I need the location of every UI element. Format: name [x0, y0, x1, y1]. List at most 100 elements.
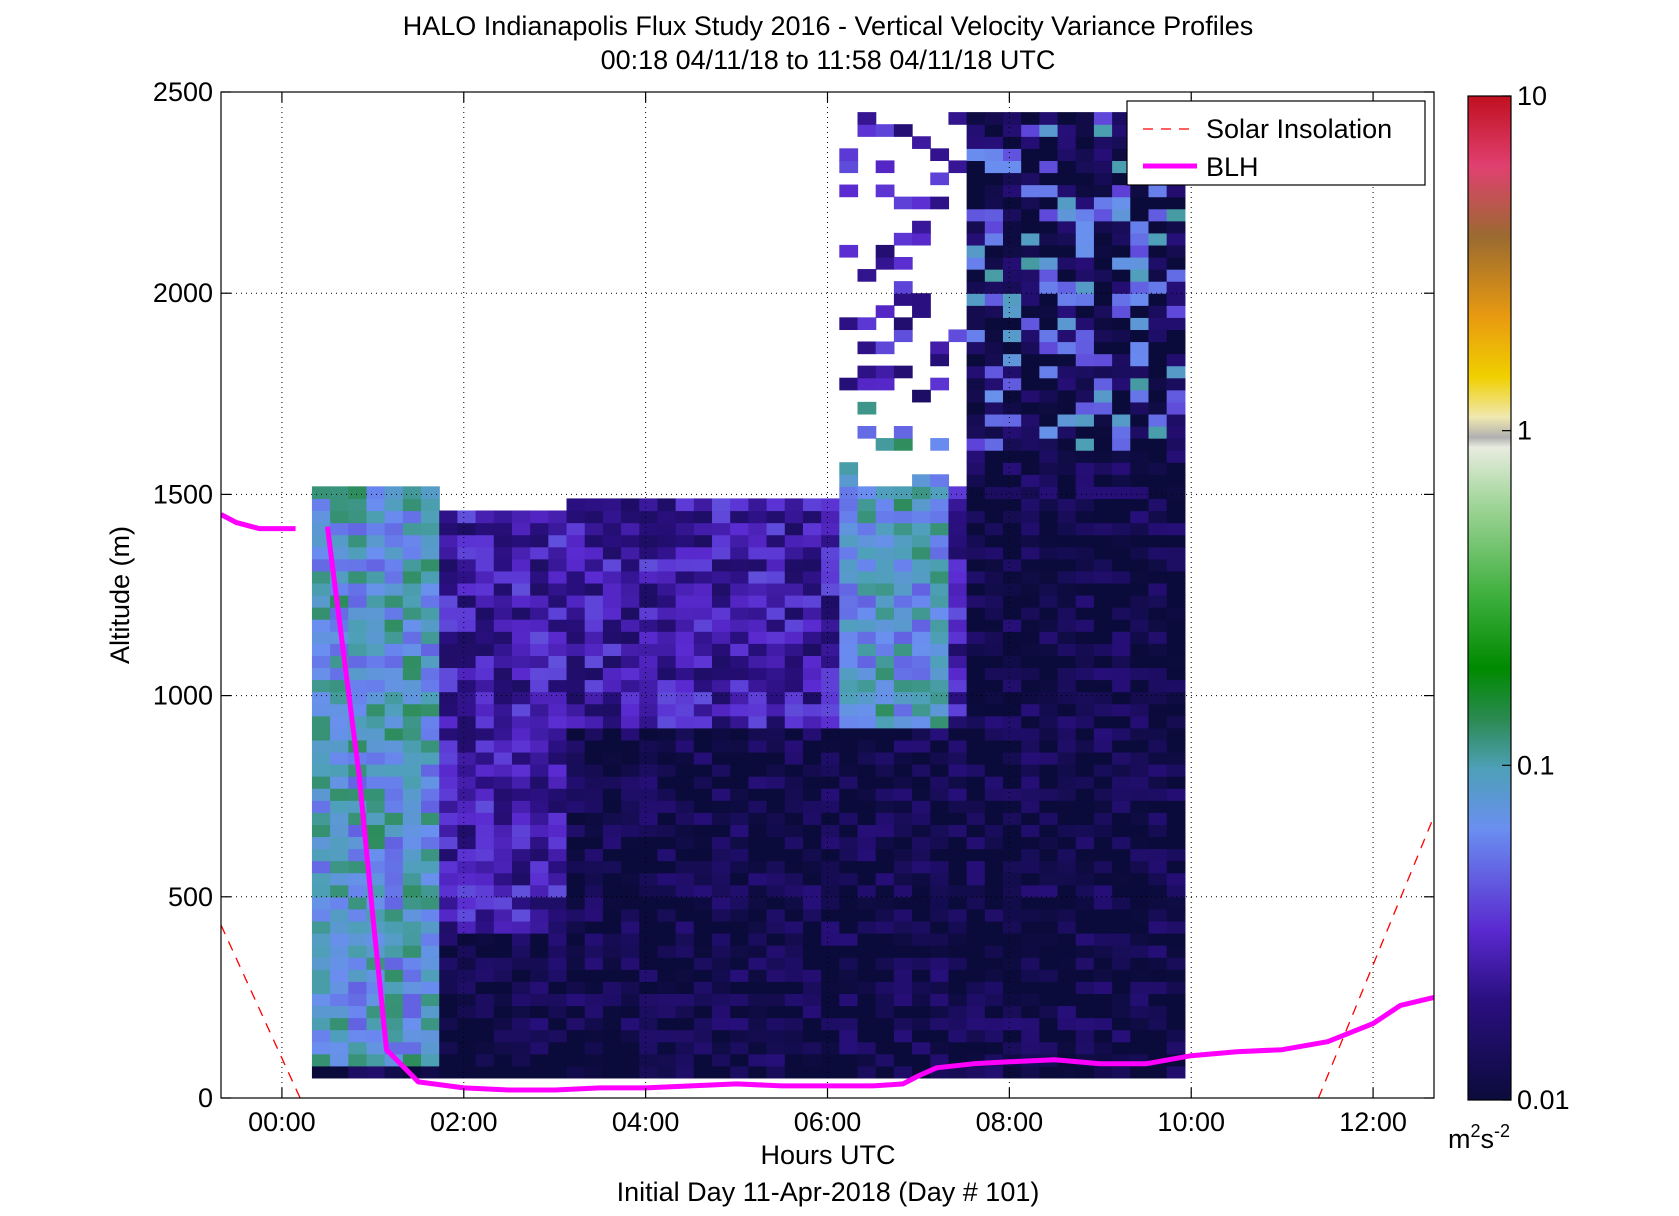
heatmap-cell: [1021, 389, 1040, 403]
heatmap-cell: [875, 546, 895, 560]
heatmap-cell: [475, 981, 495, 994]
heatmap-cell: [821, 908, 840, 922]
heatmap-cell: [984, 836, 1004, 850]
heatmap-cell: [1002, 293, 1022, 306]
heatmap-cell: [875, 498, 895, 512]
heatmap-cell: [948, 534, 968, 548]
heatmap-cell: [1057, 969, 1077, 982]
heatmap-cell: [1075, 389, 1095, 403]
heatmap-cell: [1075, 136, 1095, 149]
heatmap-cell: [1148, 1017, 1168, 1031]
heatmap-cell: [457, 510, 477, 524]
heatmap-cell: [1039, 788, 1059, 801]
heatmap-cell: [693, 522, 713, 536]
heatmap-cell: [1057, 776, 1077, 789]
heatmap-cell: [730, 860, 749, 874]
heatmap-cell: [566, 595, 586, 608]
heatmap-cell: [1039, 860, 1059, 874]
heatmap-cell: [1166, 1065, 1186, 1079]
heatmap-cell: [1130, 196, 1150, 210]
heatmap-cell: [657, 655, 677, 669]
heatmap-cell: [384, 607, 404, 620]
heatmap-cell: [839, 244, 859, 258]
heatmap-cell: [1130, 679, 1150, 693]
heatmap-cell: [948, 703, 968, 717]
heatmap-cell: [893, 703, 913, 717]
heatmap-cell: [402, 751, 422, 765]
heatmap-cell: [821, 655, 840, 669]
heatmap-cell: [712, 1017, 731, 1031]
heatmap-cell: [875, 582, 895, 596]
heatmap-cell: [875, 896, 895, 910]
heatmap-cell: [421, 896, 440, 910]
heatmap-cell: [875, 558, 895, 572]
heatmap-cell: [766, 1005, 786, 1019]
heatmap-cell: [984, 522, 1004, 536]
heatmap-cell: [912, 136, 931, 149]
heatmap-cell: [1130, 353, 1150, 367]
heatmap-cell: [1002, 764, 1022, 777]
heatmap-cell: [966, 546, 986, 560]
heatmap-cell: [311, 751, 331, 765]
heatmap-cell: [1148, 595, 1168, 608]
heatmap-cell: [1093, 751, 1113, 765]
heatmap-cell: [366, 534, 386, 548]
heatmap-cell: [1130, 534, 1150, 548]
heatmap-cell: [1148, 353, 1168, 367]
heatmap-cell: [493, 667, 513, 681]
heatmap-cell: [439, 969, 459, 982]
heatmap-cell: [784, 788, 804, 801]
heatmap-cell: [839, 800, 859, 813]
heatmap-cell: [893, 715, 913, 729]
heatmap-cell: [548, 872, 568, 886]
heatmap-cell: [875, 933, 895, 946]
colorbar-tick-label: 0.01: [1517, 1085, 1570, 1115]
heatmap-cell: [966, 969, 986, 982]
heatmap-cell: [384, 1017, 404, 1031]
heatmap-cell: [893, 643, 913, 656]
heatmap-cell: [802, 715, 822, 729]
heatmap-cell: [1002, 341, 1022, 355]
heatmap-cell: [1057, 872, 1077, 886]
heatmap-cell: [693, 872, 713, 886]
heatmap-cell: [748, 510, 768, 524]
heatmap-cell: [402, 643, 422, 656]
heatmap-cell: [493, 751, 513, 765]
heatmap-cell: [712, 558, 731, 572]
heatmap-cell: [821, 727, 840, 741]
heatmap-cell: [1075, 884, 1095, 898]
heatmap-cell: [875, 595, 895, 608]
heatmap-cell: [530, 607, 549, 620]
heatmap-cell: [566, 522, 586, 536]
heatmap-cell: [875, 305, 895, 318]
heatmap-cell: [1075, 969, 1095, 982]
heatmap-cell: [457, 558, 477, 572]
heatmap-cell: [530, 812, 549, 825]
heatmap-cell: [748, 933, 768, 946]
heatmap-cell: [984, 498, 1004, 512]
heatmap-cell: [693, 558, 713, 572]
heatmap-cell: [1112, 945, 1131, 958]
heatmap-cell: [984, 619, 1004, 632]
heatmap-cell: [475, 872, 495, 886]
heatmap-cell: [875, 788, 895, 801]
heatmap-cell: [1057, 293, 1077, 306]
heatmap-cell: [784, 546, 804, 560]
heatmap-cell: [748, 715, 768, 729]
heatmap-cell: [1002, 172, 1022, 186]
heatmap-cell: [1130, 570, 1150, 584]
heatmap-cell: [621, 836, 640, 850]
heatmap-cell: [602, 751, 622, 765]
heatmap-cell: [1148, 619, 1168, 632]
heatmap-cell: [839, 1029, 859, 1043]
heatmap-cell: [984, 365, 1004, 379]
heatmap-cell: [384, 486, 404, 500]
heatmap-cell: [1166, 619, 1186, 632]
heatmap-cell: [1021, 582, 1040, 596]
heatmap-cell: [948, 788, 968, 801]
heatmap-cell: [857, 425, 877, 439]
y-tick-label: 1000: [153, 681, 213, 711]
heatmap-cell: [984, 136, 1004, 149]
heatmap-cell: [1057, 860, 1077, 874]
heatmap-cell: [1148, 438, 1168, 451]
